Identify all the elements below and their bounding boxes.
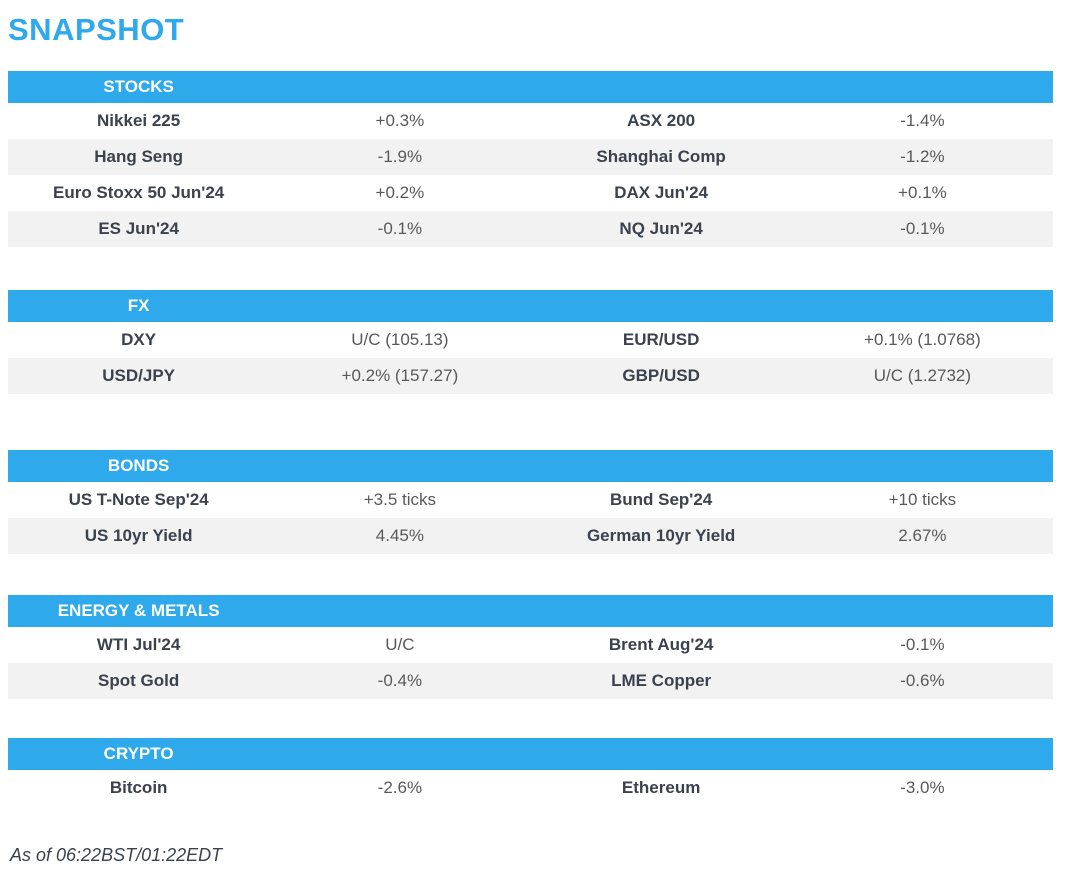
timestamp: As of 06:22BST/01:22EDT [10,845,223,865]
section-header-fx: FX [8,290,1053,322]
instrument-value: -0.6% [900,671,945,690]
instrument-value: +0.2% (157.27) [341,366,459,385]
table-row: US T-Note Sep'24 +3.5 ticks Bund Sep'24 +10… [8,482,1053,518]
instrument-value: -3.0% [900,778,945,797]
section-stocks: STOCKS Nikkei 225 +0.3% ASX 200 -1.4% Hang Se… [8,71,1053,247]
instrument-label: Ethereum [621,778,701,797]
instrument-value: +3.5 ticks [363,490,437,509]
instrument-label: Spot Gold [98,671,180,690]
table-row: Spot Gold -0.4% LME Copper -0.6% [8,663,1053,699]
instrument-label: WTI Jul'24 [96,635,181,654]
instrument-value: +10 ticks [888,490,957,509]
instrument-label: Bund Sep'24 [609,490,713,509]
instrument-value: U/C (105.13) [351,330,449,349]
instrument-label: USD/JPY [102,366,175,385]
table-row: Bitcoin -2.6% Ethereum -3.0% [8,770,1053,806]
instrument-value: +0.1% [898,183,947,202]
instrument-label: ES Jun'24 [98,219,179,238]
instrument-value: -0.1% [900,635,945,654]
instrument-label: Bitcoin [109,778,168,797]
section-title: BONDS [107,456,170,475]
instrument-label: NQ Jun'24 [619,219,703,238]
table-row: Euro Stoxx 50 Jun'24 +0.2% DAX Jun'24 +0.1% [8,175,1053,211]
instrument-label: Brent Aug'24 [608,635,714,654]
instrument-label: DAX Jun'24 [614,183,709,202]
instrument-label: GBP/USD [622,366,700,385]
instrument-value: +0.2% [375,183,425,202]
snapshot-page: SNAPSHOT STOCKS Nikkei 225 +0.3% ASX 200 -1.… [8,12,1053,865]
table-row: US 10yr Yield 4.45% German 10yr Yield 2.67% [8,518,1053,554]
section-title: STOCKS [103,77,174,96]
instrument-value: -1.4% [900,111,945,130]
section-crypto: CRYPTO Bitcoin -2.6% Ethereum -3.0% [8,738,1053,806]
table-row: DXY U/C (105.13) EUR/USD +0.1% (1.0768) [8,322,1053,358]
table-row: Nikkei 225 +0.3% ASX 200 -1.4% [8,103,1053,139]
instrument-value: 2.67% [898,526,947,545]
instrument-label: German 10yr Yield [586,526,736,545]
section-title: FX [127,296,150,315]
instrument-value: U/C [385,635,415,654]
instrument-value: 4.45% [375,526,424,545]
instrument-label: DXY [121,330,157,349]
instrument-value: -2.6% [377,778,423,797]
section-header-stocks: STOCKS [8,71,1053,103]
instrument-value: -1.9% [377,147,423,166]
instrument-value: -0.1% [900,219,945,238]
instrument-label: Nikkei 225 [97,111,181,130]
section-energy-metals: ENERGY & METALS WTI Jul'24 U/C Brent Aug'24… [8,595,1053,699]
table-row: USD/JPY +0.2% (157.27) GBP/USD U/C (1.2732) [8,358,1053,394]
table-row: Hang Seng -1.9% Shanghai Comp -1.2% [8,139,1053,175]
section-bonds: BONDS US T-Note Sep'24 +3.5 ticks Bund Sep'… [8,450,1053,554]
instrument-label: ASX 200 [627,111,696,130]
instrument-label: Euro Stoxx 50 Jun'24 [52,183,225,202]
section-title: CRYPTO [103,744,174,763]
instrument-value: U/C (1.2732) [873,366,972,385]
instrument-value: -0.1% [377,219,423,238]
page-title: SNAPSHOT [8,12,185,47]
instrument-label: LME Copper [611,671,712,690]
instrument-value: -0.4% [377,671,423,690]
section-title: ENERGY & METALS [57,601,220,620]
instrument-label: EUR/USD [622,330,700,349]
section-header-crypto: CRYPTO [8,738,1053,770]
table-row: ES Jun'24 -0.1% NQ Jun'24 -0.1% [8,211,1053,247]
sections-container: STOCKS Nikkei 225 +0.3% ASX 200 -1.4% Hang Se… [8,71,1053,806]
section-header-energy-metals: ENERGY & METALS [8,595,1053,627]
instrument-label: US T-Note Sep'24 [68,490,209,509]
instrument-value: -1.2% [900,147,945,166]
instrument-value: +0.1% (1.0768) [864,330,981,349]
section-fx: FX DXY U/C (105.13) EUR/USD +0.1% (1.0768) US… [8,290,1053,394]
section-header-bonds: BONDS [8,450,1053,482]
instrument-label: Shanghai Comp [596,147,726,166]
table-row: WTI Jul'24 U/C Brent Aug'24 -0.1% [8,627,1053,663]
instrument-label: US 10yr Yield [84,526,193,545]
instrument-label: Hang Seng [94,147,184,166]
instrument-value: +0.3% [375,111,425,130]
